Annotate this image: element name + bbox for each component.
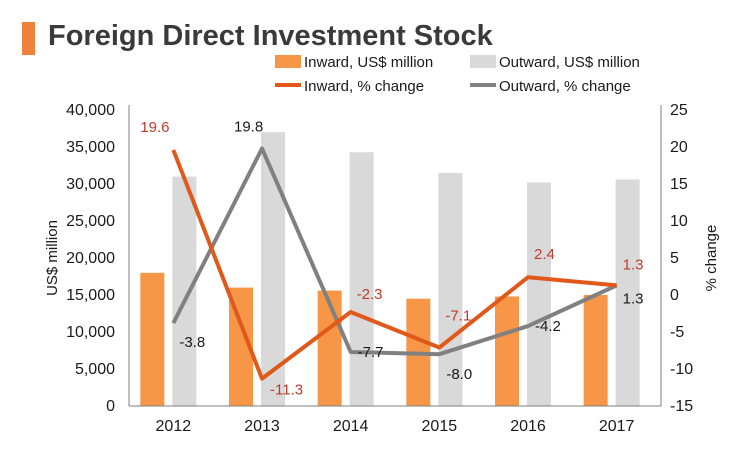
label-inward-2015: -7.1 [445, 308, 471, 325]
label-inward-2013: -11.3 [270, 382, 303, 399]
legend-label-2: Inward, % change [304, 78, 424, 95]
y-tick-label: 5,000 [75, 361, 115, 378]
bar-inward-2014 [317, 290, 342, 406]
legend-label-0: Inward, US$ million [304, 54, 433, 71]
legend-label-3: Outward, % change [499, 78, 631, 95]
y2-axis-title: % change [703, 225, 720, 292]
y2-tick-label: 0 [670, 287, 679, 304]
label-outward-2017: 1.3 [623, 290, 644, 307]
y-axis-title: US$ million [44, 220, 61, 296]
bar-outward-2017 [615, 179, 640, 406]
label-outward-2015: -8.0 [446, 366, 472, 383]
chart-title: Foreign Direct Investment Stock [48, 20, 493, 52]
bar-outward-2014 [349, 152, 374, 406]
y-tick-label: 20,000 [66, 250, 115, 267]
y-tick-label: 30,000 [66, 176, 115, 193]
y-tick-label: 35,000 [66, 139, 115, 156]
legend-label-1: Outward, US$ million [499, 54, 640, 71]
bar-outward-2015 [438, 172, 463, 406]
bar-inward-2016 [495, 296, 519, 406]
label-outward-2013: 19.8 [234, 118, 263, 135]
y2-tick-label: 20 [670, 139, 688, 156]
x-tick-label: 2016 [510, 418, 546, 435]
bar-outward-2012 [172, 176, 197, 406]
line-outward-pct [171, 146, 618, 357]
y-tick-label: 10,000 [66, 324, 115, 341]
label-inward-2014: -2.3 [357, 286, 383, 303]
bar-inward-2017 [583, 295, 608, 406]
label-inward-2012: 19.6 [140, 119, 169, 136]
y2-tick-label: -10 [670, 361, 693, 378]
label-outward-2016: -4.2 [535, 318, 561, 335]
bar-inward-2012 [140, 272, 165, 406]
label-outward-2012: -3.8 [179, 334, 205, 351]
line-inward-pct [171, 149, 617, 381]
y-tick-label: 0 [106, 398, 115, 415]
legend-swatch-1 [470, 55, 496, 68]
y2-tick-label: -5 [670, 324, 684, 341]
title-accent-bar [22, 22, 35, 55]
y2-tick-label: -15 [670, 398, 693, 415]
x-tick-label: 2013 [244, 418, 280, 435]
y-tick-label: 25,000 [66, 213, 115, 230]
x-tick-label: 2014 [333, 418, 369, 435]
legend-swatch-0 [275, 55, 301, 68]
y2-tick-label: 5 [670, 250, 679, 267]
y-tick-label: 40,000 [66, 102, 115, 119]
y2-tick-label: 25 [670, 102, 688, 119]
x-tick-label: 2012 [156, 418, 192, 435]
x-tick-label: 2015 [422, 418, 458, 435]
label-inward-2017: 1.3 [623, 256, 644, 273]
x-tick-label: 2017 [599, 418, 635, 435]
label-outward-2014: -7.7 [358, 344, 384, 361]
y2-tick-label: 15 [670, 176, 688, 193]
bar-outward-2016 [527, 182, 551, 406]
y-tick-label: 15,000 [66, 287, 115, 304]
label-inward-2016: 2.4 [534, 246, 555, 263]
y2-tick-label: 10 [670, 213, 688, 230]
